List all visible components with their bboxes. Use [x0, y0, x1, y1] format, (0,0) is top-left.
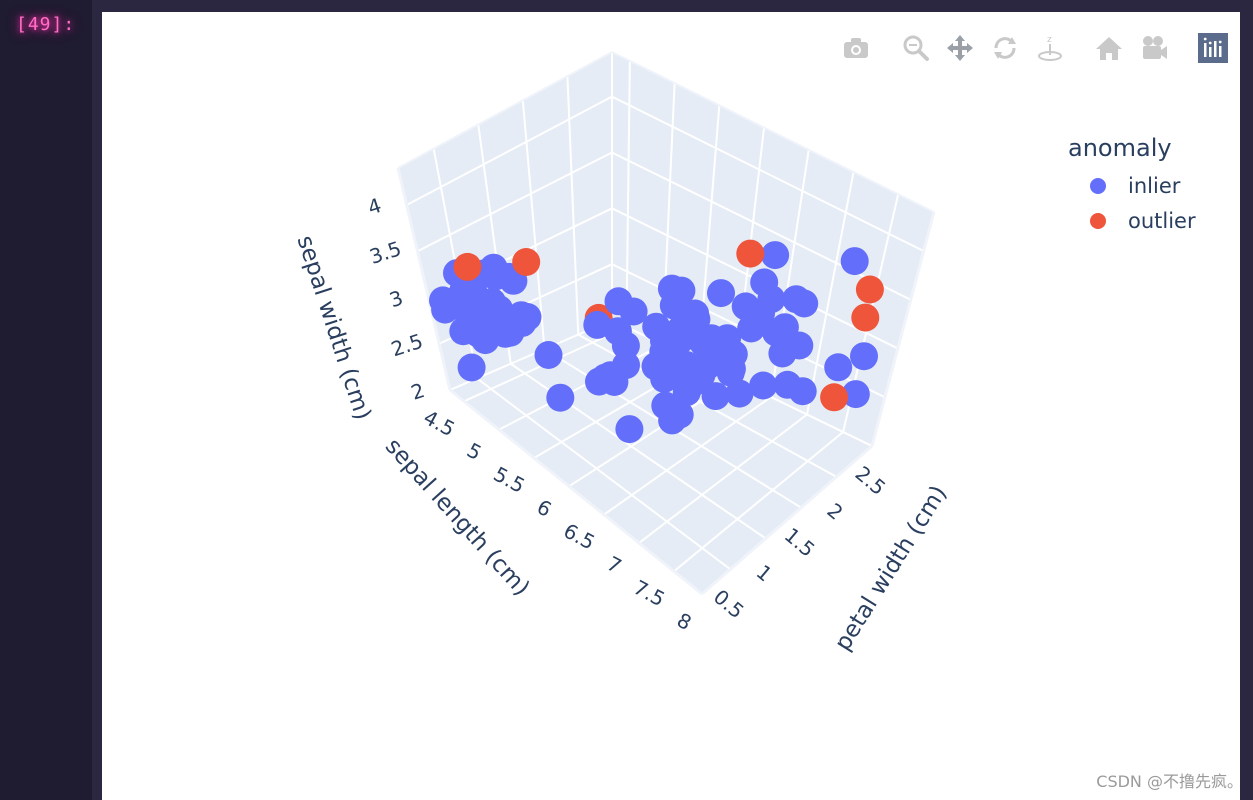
camera-icon[interactable] — [839, 31, 873, 65]
data-point-inlier — [757, 285, 786, 314]
data-point-inlier — [678, 369, 707, 398]
notebook-gutter: [49]: — [0, 0, 92, 800]
data-point-outlier — [453, 252, 482, 281]
grid-line — [406, 95, 613, 206]
legend-title: anomaly — [1068, 134, 1172, 162]
data-point-inlier — [615, 415, 644, 444]
data-point-inlier — [534, 341, 563, 369]
camera-view-icon[interactable] — [1137, 31, 1171, 65]
data-point-outlier — [820, 383, 849, 412]
legend-marker-inlier — [1090, 178, 1106, 194]
legend-item-inlier[interactable]: inlier — [1090, 171, 1180, 201]
data-point-inlier — [694, 351, 722, 380]
data-point-inlier — [731, 292, 760, 321]
orbit-rotate-icon[interactable] — [988, 31, 1022, 65]
data-point-inlier — [641, 352, 670, 381]
legend-marker-outlier — [1090, 213, 1106, 229]
z-tick-label: 3.5 — [367, 236, 405, 269]
x-tick-label: 7.5 — [630, 575, 669, 611]
x-tick-label: 6.5 — [560, 518, 599, 554]
y-tick-label: 2 — [822, 498, 847, 525]
data-point-inlier — [824, 353, 853, 382]
pan-icon[interactable] — [943, 31, 977, 65]
data-point-inlier — [707, 279, 735, 308]
z-tick-label: 3 — [386, 285, 406, 312]
data-point-inlier — [507, 301, 536, 330]
z-tick-label: 2 — [408, 378, 428, 405]
data-point-outlier — [851, 303, 880, 332]
data-point-outlier — [855, 275, 884, 304]
axis-line — [611, 51, 935, 213]
data-point-inlier — [840, 247, 869, 276]
grid-line — [476, 377, 731, 571]
data-point-inlier — [749, 371, 778, 400]
x-tick-label: 5 — [463, 438, 486, 465]
data-point-inlier — [546, 383, 575, 412]
axis-line — [870, 211, 936, 447]
grid-line — [611, 151, 912, 301]
z-tick-label: 4 — [365, 193, 385, 220]
svg-text:z: z — [1047, 35, 1052, 45]
axis-line — [701, 444, 873, 596]
y-tick-label: 1 — [752, 560, 777, 587]
data-point-outlier — [736, 239, 765, 268]
data-point-inlier — [701, 382, 730, 411]
z-axis-title: sepal width (cm) — [292, 232, 376, 423]
data-point-inlier — [658, 406, 687, 435]
data-point-inlier — [454, 315, 483, 344]
z-tick-label: 2.5 — [388, 329, 426, 362]
grid-line — [708, 448, 880, 601]
data-point-inlier — [679, 320, 708, 349]
y-tick-label: 1.5 — [780, 523, 820, 562]
x-tick-label: 5.5 — [490, 462, 529, 498]
data-point-inlier — [725, 379, 754, 408]
legend-item-outlier[interactable]: outlier — [1090, 206, 1196, 236]
data-point-outlier — [512, 248, 541, 276]
data-point-inlier — [482, 262, 510, 291]
axis-line — [449, 388, 703, 596]
data-point-inlier — [619, 297, 648, 326]
x-tick-label: 4.5 — [420, 405, 459, 441]
home-icon[interactable] — [1092, 31, 1126, 65]
y-tick-label: 2.5 — [851, 461, 891, 500]
grid-line — [878, 216, 944, 450]
x-tick-label: 6 — [533, 495, 556, 522]
plotly-logo-icon[interactable] — [1196, 31, 1230, 65]
data-point-inlier — [611, 331, 640, 360]
data-point-inlier — [768, 339, 797, 368]
data-point-inlier — [841, 380, 870, 409]
x-axis-title: sepal length (cm) — [380, 434, 535, 602]
data-point-inlier — [596, 361, 625, 390]
y-axis-title: petal width (cm) — [830, 481, 952, 655]
watermark: CSDN @不撸先疯。 — [1096, 772, 1243, 791]
turntable-rotate-icon[interactable]: z — [1033, 31, 1067, 65]
data-point-inlier — [657, 274, 686, 303]
data-point-inlier — [457, 353, 486, 382]
zoom-icon[interactable] — [898, 31, 932, 65]
data-point-inlier — [761, 241, 790, 270]
y-tick-label: 0.5 — [709, 585, 749, 624]
data-point-inlier — [790, 289, 819, 318]
data-point-inlier — [485, 295, 514, 324]
scatter3d-plot[interactable]: 4.555.566.577.58 0.511.522.522.533.54sepa… — [102, 12, 1240, 800]
legend-label-outlier: outlier — [1128, 209, 1196, 233]
x-tick-label: 8 — [673, 608, 696, 635]
x-tick-label: 7 — [603, 551, 626, 578]
plot-output: 4.5 5 5.5 6 6.5 7 7.5 8 0.5 1 1.5 2 2.5 2 2.5 3 3.5 4 sepa… — [102, 12, 1240, 800]
data-point-inlier — [716, 358, 745, 387]
data-point-inlier — [681, 299, 710, 328]
axis-line — [397, 51, 613, 169]
axis-line — [396, 167, 452, 391]
cell-prompt: [49]: — [16, 14, 76, 35]
grid-line — [417, 151, 613, 253]
legend-label-inlier: inlier — [1128, 174, 1181, 198]
modebar: z — [828, 30, 1230, 66]
grid-line — [611, 95, 925, 252]
data-point-inlier — [850, 342, 878, 371]
data-point-inlier — [773, 370, 802, 399]
